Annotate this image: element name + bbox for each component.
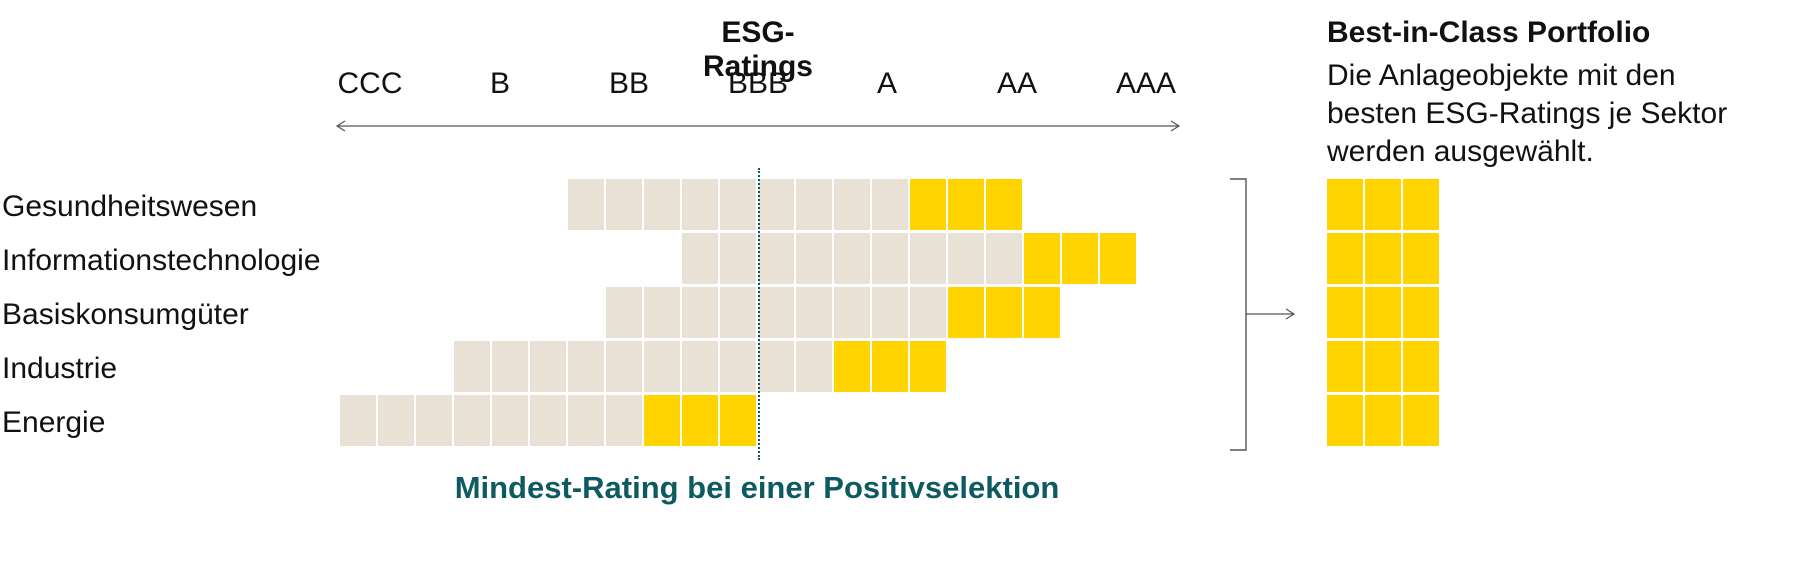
selected-asset-cell xyxy=(1024,233,1060,284)
portfolio-asset-cell xyxy=(1365,287,1401,338)
chart-title: ESG-Ratings xyxy=(702,16,813,83)
excluded-asset-cell xyxy=(910,287,946,338)
excluded-asset-cell xyxy=(948,233,984,284)
excluded-asset-cell xyxy=(568,341,604,392)
excluded-asset-cell xyxy=(492,341,528,392)
excluded-asset-cell xyxy=(378,395,414,446)
selected-asset-cell xyxy=(910,341,946,392)
excluded-asset-cell xyxy=(682,179,718,230)
excluded-asset-cell xyxy=(416,395,452,446)
sector-label-industrie: Industrie xyxy=(2,352,118,385)
excluded-asset-cell xyxy=(340,395,376,446)
excluded-asset-cell xyxy=(644,179,680,230)
excluded-asset-cell xyxy=(720,341,756,392)
excluded-asset-cell xyxy=(568,179,604,230)
excluded-asset-cell xyxy=(758,287,794,338)
excluded-asset-cell xyxy=(454,341,490,392)
excluded-asset-cell xyxy=(682,287,718,338)
portfolio-asset-cell xyxy=(1327,233,1363,284)
selected-asset-cell xyxy=(1062,233,1098,284)
excluded-asset-cell xyxy=(682,341,718,392)
excluded-asset-cell xyxy=(720,287,756,338)
excluded-asset-cell xyxy=(682,233,718,284)
excluded-asset-cell xyxy=(834,233,870,284)
rating-label-aaa: AAA xyxy=(1115,67,1177,100)
minimum-rating-caption: Mindest-Rating bei einer Positivselektio… xyxy=(454,470,1060,505)
selected-asset-cell xyxy=(910,179,946,230)
excluded-asset-cell xyxy=(644,341,680,392)
portfolio-asset-cell xyxy=(1327,287,1363,338)
portfolio-asset-cell xyxy=(1403,287,1439,338)
excluded-asset-cell xyxy=(796,179,832,230)
portfolio-asset-cell xyxy=(1403,395,1439,446)
sector-label-informationstechnologie: Informationstechnologie xyxy=(2,244,321,277)
excluded-asset-cell xyxy=(834,179,870,230)
rating-label-aa: AA xyxy=(996,67,1038,100)
portfolio-asset-cell xyxy=(1327,341,1363,392)
sector-label-gesundheitswesen: Gesundheitswesen xyxy=(2,190,258,223)
portfolio-asset-cell xyxy=(1365,179,1401,230)
rating-label-a: A xyxy=(876,67,897,100)
portfolio-arrow xyxy=(1246,308,1296,320)
excluded-asset-cell xyxy=(606,395,642,446)
sector-bracket xyxy=(1230,178,1247,451)
excluded-asset-cell xyxy=(986,233,1022,284)
excluded-asset-cell xyxy=(796,233,832,284)
portfolio-asset-cell xyxy=(1365,233,1401,284)
excluded-asset-cell xyxy=(834,287,870,338)
excluded-asset-cell xyxy=(606,287,642,338)
minimum-rating-line xyxy=(758,168,760,460)
selected-asset-cell xyxy=(986,287,1022,338)
excluded-asset-cell xyxy=(454,395,490,446)
excluded-asset-cell xyxy=(796,341,832,392)
selected-asset-cell xyxy=(1024,287,1060,338)
sector-label-basiskonsumgueter: Basiskonsumgüter xyxy=(2,298,249,331)
rating-label-bbb: BBB xyxy=(727,67,789,100)
selected-asset-cell xyxy=(682,395,718,446)
portfolio-asset-cell xyxy=(1327,395,1363,446)
excluded-asset-cell xyxy=(796,287,832,338)
portfolio-asset-cell xyxy=(1327,179,1363,230)
excluded-asset-cell xyxy=(758,341,794,392)
portfolio-asset-cell xyxy=(1365,341,1401,392)
excluded-asset-cell xyxy=(492,395,528,446)
portfolio-title: Best-in-Class Portfolio xyxy=(1327,16,1651,49)
selected-asset-cell xyxy=(720,395,756,446)
excluded-asset-cell xyxy=(910,233,946,284)
portfolio-asset-cell xyxy=(1403,179,1439,230)
excluded-asset-cell xyxy=(568,395,604,446)
rating-label-ccc: CCC xyxy=(337,67,403,100)
selected-asset-cell xyxy=(644,395,680,446)
excluded-asset-cell xyxy=(530,341,566,392)
excluded-asset-cell xyxy=(872,233,908,284)
portfolio-asset-cell xyxy=(1365,395,1401,446)
selected-asset-cell xyxy=(948,179,984,230)
rating-label-b: B xyxy=(489,67,510,100)
selected-asset-cell xyxy=(834,341,870,392)
excluded-asset-cell xyxy=(758,233,794,284)
excluded-asset-cell xyxy=(606,179,642,230)
portfolio-asset-cell xyxy=(1403,233,1439,284)
excluded-asset-cell xyxy=(530,395,566,446)
sector-label-energie: Energie xyxy=(2,406,106,439)
excluded-asset-cell xyxy=(872,179,908,230)
selected-asset-cell xyxy=(986,179,1022,230)
excluded-asset-cell xyxy=(720,233,756,284)
portfolio-asset-cell xyxy=(1403,341,1439,392)
rating-axis-arrow xyxy=(335,120,1181,132)
excluded-asset-cell xyxy=(606,341,642,392)
selected-asset-cell xyxy=(1100,233,1136,284)
excluded-asset-cell xyxy=(644,287,680,338)
excluded-asset-cell xyxy=(758,179,794,230)
selected-asset-cell xyxy=(872,341,908,392)
excluded-asset-cell xyxy=(720,179,756,230)
rating-label-bb: BB xyxy=(608,67,650,100)
excluded-asset-cell xyxy=(872,287,908,338)
selected-asset-cell xyxy=(948,287,984,338)
portfolio-description: Die Anlageobjekte mit den besten ESG-Rat… xyxy=(1327,59,1728,168)
